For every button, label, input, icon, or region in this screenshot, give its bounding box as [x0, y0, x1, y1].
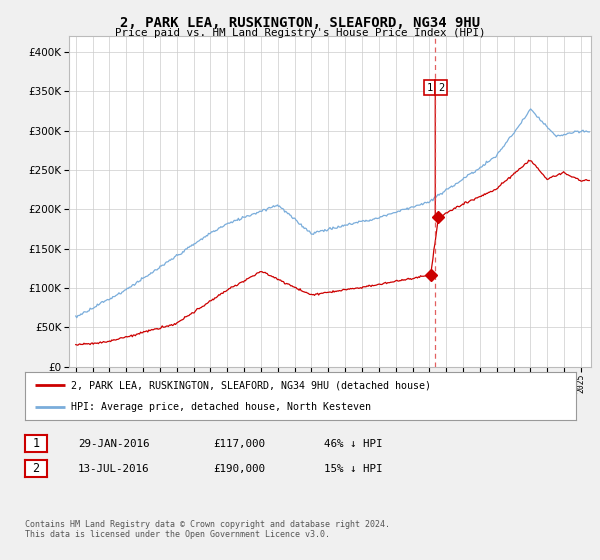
- Text: 29-JAN-2016: 29-JAN-2016: [78, 438, 149, 449]
- Text: 2: 2: [438, 82, 444, 92]
- Text: 2: 2: [32, 462, 40, 475]
- Text: Price paid vs. HM Land Registry's House Price Index (HPI): Price paid vs. HM Land Registry's House …: [115, 28, 485, 38]
- Text: HPI: Average price, detached house, North Kesteven: HPI: Average price, detached house, Nort…: [71, 402, 371, 412]
- Text: £117,000: £117,000: [213, 438, 265, 449]
- Text: 2, PARK LEA, RUSKINGTON, SLEAFORD, NG34 9HU: 2, PARK LEA, RUSKINGTON, SLEAFORD, NG34 …: [120, 16, 480, 30]
- Text: 1: 1: [427, 82, 433, 92]
- Text: Contains HM Land Registry data © Crown copyright and database right 2024.
This d: Contains HM Land Registry data © Crown c…: [25, 520, 390, 539]
- Text: £190,000: £190,000: [213, 464, 265, 474]
- Text: 15% ↓ HPI: 15% ↓ HPI: [324, 464, 383, 474]
- Text: 2, PARK LEA, RUSKINGTON, SLEAFORD, NG34 9HU (detached house): 2, PARK LEA, RUSKINGTON, SLEAFORD, NG34 …: [71, 380, 431, 390]
- Text: 1: 1: [32, 437, 40, 450]
- Text: 13-JUL-2016: 13-JUL-2016: [78, 464, 149, 474]
- Text: 46% ↓ HPI: 46% ↓ HPI: [324, 438, 383, 449]
